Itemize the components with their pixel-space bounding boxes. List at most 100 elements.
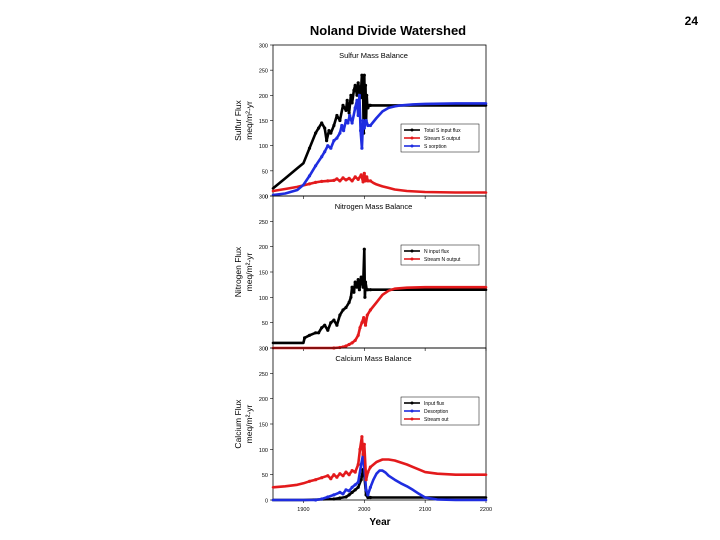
legend-marker: [410, 409, 414, 413]
data-point: [314, 498, 318, 502]
data-point: [362, 126, 366, 130]
data-point: [329, 321, 333, 325]
data-point: [345, 98, 349, 102]
data-point: [342, 129, 346, 133]
y-tick-label: 300: [259, 44, 268, 50]
data-point: [356, 462, 360, 467]
data-point: [341, 492, 345, 496]
data-point: [356, 333, 360, 337]
data-point: [350, 101, 354, 105]
y-axis-label: Nitrogen Flux: [233, 246, 243, 297]
y-tick-label: 100: [259, 448, 268, 454]
data-point: [326, 328, 330, 332]
panel-title: Sulfur Mass Balance: [339, 51, 408, 60]
legend-label: N input flux: [424, 249, 450, 255]
data-point: [362, 442, 366, 446]
data-point: [358, 447, 362, 451]
data-point: [357, 288, 361, 292]
legend-label: Stream N output: [424, 257, 461, 263]
y-tick-label: 0: [265, 499, 268, 505]
data-point: [359, 462, 363, 467]
data-point: [323, 323, 327, 327]
data-point: [314, 131, 318, 135]
data-point: [323, 150, 327, 154]
data-point: [366, 470, 370, 474]
data-point: [332, 123, 336, 128]
data-point: [317, 126, 321, 130]
x-tick-label: 2100: [419, 507, 431, 513]
legend-label: Stream out: [424, 417, 449, 423]
data-point: [350, 490, 354, 494]
data-point: [338, 118, 342, 123]
y-tick-label: 250: [259, 69, 268, 75]
data-point: [344, 108, 348, 112]
y-tick-label: 150: [259, 423, 268, 429]
data-point: [366, 493, 370, 497]
data-point: [363, 323, 368, 327]
data-point: [307, 146, 312, 150]
legend-label: S sorption: [424, 144, 447, 150]
data-point: [350, 121, 354, 125]
data-point: [362, 247, 366, 251]
legend-marker: [410, 257, 414, 261]
legend-marker: [410, 417, 414, 421]
data-point: [338, 345, 342, 350]
data-point: [352, 290, 356, 294]
data-point: [363, 113, 367, 118]
x-tick-label: 2000: [358, 507, 370, 513]
data-point: [356, 480, 360, 484]
data-point: [341, 103, 345, 107]
data-point: [346, 121, 350, 125]
data-point: [355, 285, 359, 289]
data-point: [356, 113, 360, 118]
data-point: [338, 179, 342, 183]
plot-frame: [272, 44, 487, 197]
data-point: [320, 476, 324, 480]
data-point: [353, 83, 357, 87]
y-tick-label: 0: [265, 347, 268, 353]
data-point: [307, 333, 312, 337]
data-point: [347, 342, 351, 347]
data-point: [338, 472, 342, 476]
data-point: [356, 278, 360, 282]
y-tick-label: 100: [259, 144, 268, 150]
data-point: [338, 496, 342, 500]
legend-label: Total S input flux: [424, 128, 461, 134]
data-point: [366, 495, 370, 500]
y-tick-label: 250: [259, 372, 268, 378]
data-point: [326, 179, 330, 183]
data-point: [335, 475, 339, 479]
data-point: [356, 485, 360, 489]
data-point: [335, 136, 339, 140]
data-point: [320, 179, 324, 183]
data-point: [325, 139, 329, 143]
series-line-stream-out: [271, 435, 488, 489]
data-point: [360, 321, 364, 325]
panel-title: Nitrogen Mass Balance: [335, 202, 413, 211]
data-point: [347, 493, 351, 497]
data-point: [326, 474, 330, 478]
data-point: [350, 341, 354, 345]
x-tick-label: 1900: [297, 507, 309, 513]
data-point: [326, 144, 330, 148]
data-point: [344, 305, 348, 310]
data-point: [359, 478, 363, 482]
data-point: [365, 93, 369, 97]
data-point: [335, 177, 339, 181]
data-point: [359, 129, 363, 133]
legend-marker: [410, 249, 414, 253]
data-point: [353, 175, 357, 179]
data-point: [362, 171, 366, 175]
data-point: [368, 465, 372, 469]
data-point: [362, 316, 366, 320]
data-point: [357, 93, 361, 97]
data-point: [364, 118, 368, 123]
data-point: [348, 113, 352, 118]
data-point: [349, 93, 353, 97]
data-point: [350, 179, 354, 183]
data-point: [361, 285, 365, 289]
data-point: [347, 176, 351, 180]
data-point: [368, 308, 372, 312]
panel-2: 0 50 100 150 200 250 300 Nitrogen Mass Balance N…: [233, 195, 488, 353]
data-point: [332, 497, 336, 501]
